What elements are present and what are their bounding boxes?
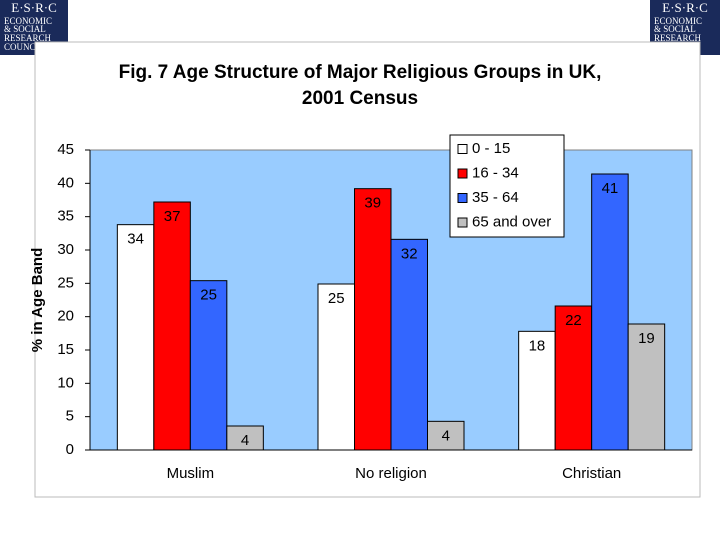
data-label: 41 xyxy=(602,180,619,197)
legend-label: 16 - 34 xyxy=(472,164,519,181)
y-axis-title: % in Age Band xyxy=(29,248,46,352)
data-label: 19 xyxy=(638,330,655,347)
chart-title: Fig. 7 Age Structure of Major Religious … xyxy=(119,62,602,83)
data-label: 18 xyxy=(529,337,546,354)
legend-label: 35 - 64 xyxy=(472,189,519,206)
chart-title: 2001 Census xyxy=(302,88,418,109)
logo-text: ECONOMIC xyxy=(4,16,52,26)
logo-text: E·S·R·C xyxy=(662,0,708,15)
x-tick-label: Christian xyxy=(562,465,621,482)
legend-swatch xyxy=(457,144,468,154)
data-label: 39 xyxy=(364,195,381,212)
y-tick-label: 30 xyxy=(57,241,74,258)
y-tick-label: 0 xyxy=(66,441,74,458)
logo-text: RESEARCH xyxy=(4,33,52,43)
bar xyxy=(189,280,228,451)
bar xyxy=(591,173,629,451)
legend-swatch xyxy=(457,168,468,179)
logo-text: COUNCIL xyxy=(4,42,44,52)
data-label: 4 xyxy=(241,432,249,449)
bar xyxy=(317,283,355,451)
legend-swatch xyxy=(457,217,468,228)
logo-text: RESEARCH xyxy=(654,33,702,43)
logo-text: ECONOMIC xyxy=(654,16,702,26)
y-tick-label: 25 xyxy=(57,274,74,291)
data-label: 25 xyxy=(328,290,345,307)
data-label: 34 xyxy=(127,231,144,248)
bar xyxy=(116,224,155,451)
bar xyxy=(354,188,392,451)
logo-text: E·S·R·C xyxy=(11,0,57,15)
data-label: 22 xyxy=(565,312,582,329)
bar xyxy=(427,420,465,451)
logo-text: & SOCIAL xyxy=(654,24,696,34)
data-label: 4 xyxy=(442,427,450,444)
x-tick-label: Muslim xyxy=(167,465,215,482)
logo-left: E·S·R·C ECONOMIC & SOCIAL RESEARCH COUNC… xyxy=(0,0,68,55)
y-tick-label: 15 xyxy=(57,341,74,358)
legend-label: 0 - 15 xyxy=(472,140,510,157)
bar xyxy=(153,201,191,451)
y-tick-label: 20 xyxy=(57,308,74,325)
y-tick-label: 45 xyxy=(57,141,74,158)
logo-text: & SOCIAL xyxy=(4,24,46,34)
data-label: 37 xyxy=(164,208,181,225)
x-tick-label: No religion xyxy=(355,465,427,482)
bar xyxy=(554,305,593,451)
y-tick-label: 10 xyxy=(57,374,74,391)
legend xyxy=(449,134,565,238)
data-label: 25 xyxy=(200,287,217,304)
data-label: 32 xyxy=(401,245,418,262)
legend-swatch xyxy=(457,193,468,203)
y-tick-label: 40 xyxy=(57,174,74,191)
y-tick-label: 35 xyxy=(57,208,74,225)
bar xyxy=(390,238,428,451)
legend-label: 65 and over xyxy=(472,213,551,230)
y-tick-label: 5 xyxy=(66,408,74,425)
bar xyxy=(518,330,556,451)
